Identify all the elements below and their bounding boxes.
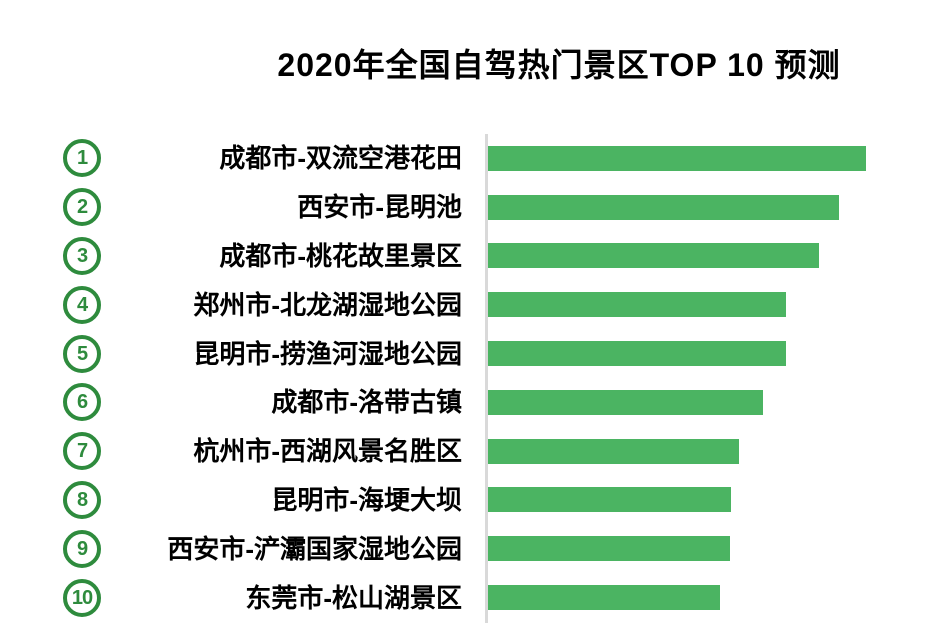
- chart-row: 9 西安市-浐灞国家湿地公园: [0, 524, 927, 573]
- rank-number: 6: [76, 391, 88, 414]
- bar-area: [462, 536, 927, 562]
- chart-row: 8 昆明市-海埂大坝: [0, 476, 927, 525]
- bar: [488, 536, 730, 562]
- category-axis-line: [485, 134, 488, 623]
- rank-col: 7: [0, 432, 120, 471]
- chart-row: 2 西安市-昆明池: [0, 183, 927, 232]
- rank-number: 7: [76, 440, 88, 463]
- bar: [488, 585, 721, 611]
- rank-number: 3: [76, 244, 88, 267]
- rank-number: 10: [71, 586, 93, 609]
- bar-area: [462, 243, 927, 269]
- rank-col: 6: [0, 383, 120, 422]
- bar: [488, 389, 764, 415]
- rank-badge: 7: [63, 432, 101, 471]
- category-label: 杭州市-西湖风景名胜区: [193, 436, 462, 467]
- rank-badge: 5: [63, 334, 101, 373]
- bar-chart: 1 成都市-双流空港花田 2 西安市-昆明池 3: [0, 134, 927, 622]
- chart-row: 3 成都市-桃花故里景区: [0, 232, 927, 281]
- category-label: 成都市-洛带古镇: [271, 387, 462, 418]
- category-label: 郑州市-北龙湖湿地公园: [193, 289, 462, 320]
- rank-number: 2: [76, 196, 88, 219]
- category-label: 成都市-双流空港花田: [219, 143, 462, 174]
- chart-row: 4 郑州市-北龙湖湿地公园: [0, 280, 927, 329]
- rank-col: 10: [0, 578, 120, 617]
- rank-number: 1: [76, 147, 88, 170]
- bar: [488, 487, 732, 513]
- rank-badge: 6: [63, 383, 101, 422]
- rank-badge: 9: [63, 529, 101, 568]
- rank-badge: 10: [63, 578, 101, 617]
- bar: [488, 145, 866, 171]
- rank-number: 5: [76, 342, 88, 365]
- bar-area: [462, 389, 927, 415]
- bar: [488, 243, 820, 269]
- bar: [488, 292, 786, 318]
- rank-col: 8: [0, 480, 120, 519]
- rank-badge: 3: [63, 236, 101, 275]
- category-label: 昆明市-海埂大坝: [271, 484, 462, 515]
- category-label: 西安市-浐灞国家湿地公园: [167, 533, 462, 564]
- rank-col: 9: [0, 529, 120, 568]
- category-label: 西安市-昆明池: [297, 192, 462, 223]
- rank-badge: 2: [63, 188, 101, 227]
- rank-badge: 4: [63, 285, 101, 324]
- rank-badge: 1: [63, 139, 101, 178]
- rank-number: 4: [76, 293, 88, 316]
- bar: [488, 341, 786, 367]
- bar-area: [462, 585, 927, 611]
- bar-area: [462, 341, 927, 367]
- chart-row: 7 杭州市-西湖风景名胜区: [0, 427, 927, 476]
- rank-col: 3: [0, 236, 120, 275]
- category-label: 东莞市-松山湖景区: [245, 582, 462, 613]
- rank-col: 4: [0, 285, 120, 324]
- chart-row: 6 成都市-洛带古镇: [0, 378, 927, 427]
- bar: [488, 194, 840, 220]
- category-label: 成都市-桃花故里景区: [219, 240, 462, 271]
- rank-col: 2: [0, 188, 120, 227]
- rank-col: 5: [0, 334, 120, 373]
- chart-row: 1 成都市-双流空港花田: [0, 134, 927, 183]
- bar-area: [462, 194, 927, 220]
- rank-badge: 8: [63, 480, 101, 519]
- chart-row: 10 东莞市-松山湖景区: [0, 573, 927, 622]
- bar-area: [462, 292, 927, 318]
- chart-row: 5 昆明市-捞渔河湿地公园: [0, 329, 927, 378]
- bar-area: [462, 438, 927, 464]
- bar-area: [462, 487, 927, 513]
- rank-number: 8: [76, 488, 88, 511]
- chart-title: 2020年全国自驾热门景区TOP 10 预测: [277, 47, 841, 83]
- rank-col: 1: [0, 139, 120, 178]
- rank-number: 9: [76, 537, 88, 560]
- bar-area: [462, 145, 927, 171]
- category-label: 昆明市-捞渔河湿地公园: [193, 338, 462, 369]
- bar: [488, 438, 739, 464]
